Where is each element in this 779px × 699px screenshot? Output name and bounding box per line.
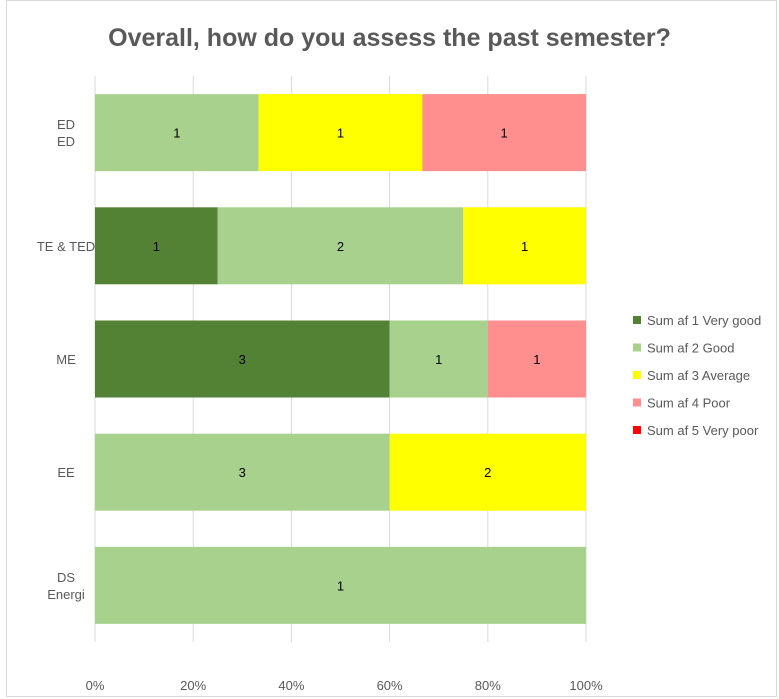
data-label: 1 [173,126,180,141]
category-label: ME [56,352,76,367]
category-label: EE [57,465,75,480]
data-label: 1 [521,239,528,254]
legend-swatch [633,316,641,324]
legend-swatch [633,398,641,407]
chart-title: Overall, how do you assess the past seme… [108,24,671,52]
category-label: DS [57,570,75,585]
data-label: 3 [239,352,246,367]
bar-segment [463,207,586,285]
bar-segment [389,320,488,398]
data-label: 2 [484,465,491,480]
bar-segment [95,433,390,511]
x-tick-label: 100% [569,678,603,693]
data-label: 1 [153,239,160,254]
data-label: 1 [501,126,508,141]
data-label: 1 [337,578,344,593]
bar-segment [95,546,586,624]
legend-entry: Sum af 2 Good [647,341,734,356]
legend-entry: Sum af 5 Very poor [647,423,759,438]
data-label: 2 [337,239,344,254]
category-label: TE & TED [37,239,95,254]
x-tick-label: 60% [377,678,403,693]
x-tick-label: 40% [278,678,304,693]
bar-segment [95,207,218,285]
data-label: 1 [533,352,540,367]
bar-segment [258,94,423,172]
bar-segment [487,320,586,398]
legend-swatch [633,426,641,434]
bar-segment [422,94,586,172]
category-label: ED [57,134,75,149]
legend-entry: Sum af 3 Average [647,368,750,383]
x-tick-label: 20% [180,678,206,693]
bar-segment [95,94,259,172]
chart-area [6,0,777,697]
data-label: 3 [239,465,246,480]
legend-entry: Sum af 4 Poor [647,396,731,411]
bar-segment [217,207,464,285]
category-label: Energi [47,587,85,602]
legend-entry: Sum af 1 Very good [647,313,761,328]
data-label: 1 [435,352,442,367]
x-tick-label: 80% [475,678,501,693]
legend-swatch [633,371,641,379]
bar-segment [95,320,390,398]
category-label: ED [57,117,75,132]
bar-segment [389,433,586,511]
x-tick-label: 0% [86,678,105,693]
legend-swatch [633,343,641,352]
data-label: 1 [337,126,344,141]
